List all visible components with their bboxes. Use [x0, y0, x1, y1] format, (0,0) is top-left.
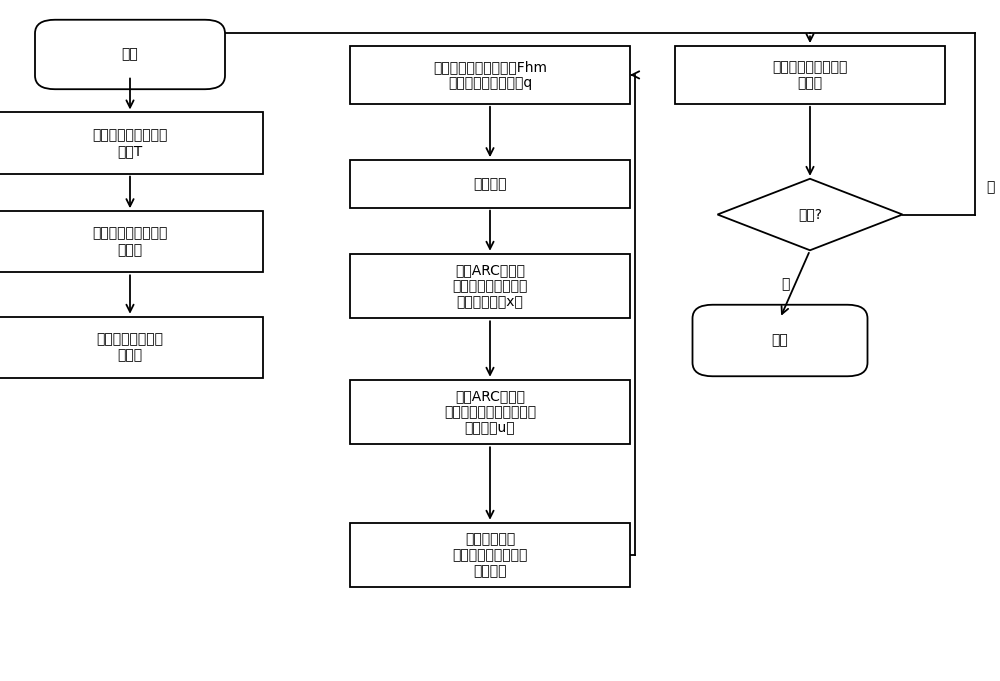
FancyBboxPatch shape	[692, 305, 868, 376]
FancyBboxPatch shape	[35, 20, 225, 89]
Text: 选定实时控制器采样
周期T: 选定实时控制器采样 周期T	[92, 128, 168, 158]
Text: 电液伺服阀控制液压
缸运动: 电液伺服阀控制液压 缸运动	[772, 60, 848, 90]
Text: 否: 否	[986, 180, 994, 194]
Bar	[0, 317, 262, 378]
Text: 结束?: 结束?	[798, 208, 822, 221]
Text: 降阶模型: 降阶模型	[473, 177, 507, 191]
Bar	[350, 380, 630, 445]
Text: 是: 是	[781, 277, 789, 291]
Text: 上层ARC控制器
（产生助力外骨骼单
关节期望轨迹x）: 上层ARC控制器 （产生助力外骨骼单 关节期望轨迹x）	[452, 263, 528, 309]
Text: 开始: 开始	[122, 48, 138, 61]
Polygon shape	[718, 179, 903, 251]
Bar	[0, 112, 262, 174]
Bar	[350, 160, 630, 208]
Text: 下层ARC控制器
（产生助力外骨骼单关节
控制电压u）: 下层ARC控制器 （产生助力外骨骼单关节 控制电压u）	[444, 389, 536, 435]
Bar	[675, 46, 945, 104]
Text: 伺服阀放大板
（电压信号转换为电
流信号）: 伺服阀放大板 （电压信号转换为电 流信号）	[452, 532, 528, 578]
Text: 检测力传感器上的数据Fhm
和旋转编码器的数据q: 检测力传感器上的数据Fhm 和旋转编码器的数据q	[433, 60, 547, 90]
Text: 初始化关节处的旋转
编码器: 初始化关节处的旋转 编码器	[92, 227, 168, 257]
Bar	[350, 46, 630, 104]
Text: 结束: 结束	[772, 334, 788, 347]
Bar	[0, 211, 262, 272]
Text: 初始化杆件处的力
传感器: 初始化杆件处的力 传感器	[96, 332, 164, 362]
Bar	[350, 254, 630, 319]
Bar	[350, 523, 630, 587]
